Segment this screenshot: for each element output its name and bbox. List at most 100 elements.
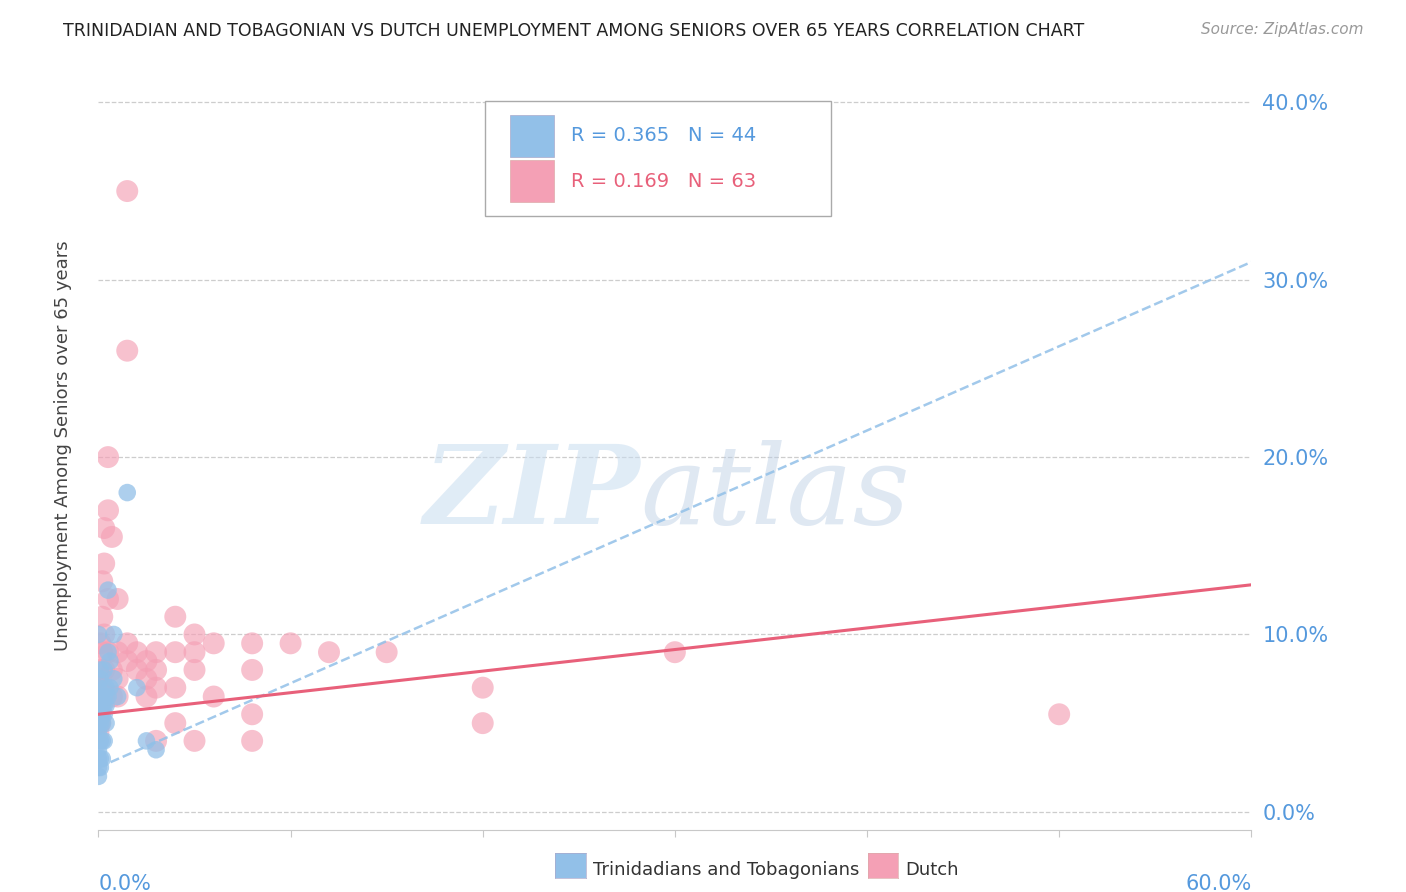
Point (97, 592, 120, 607)
FancyBboxPatch shape (485, 101, 831, 216)
Point (117, 636, 139, 650)
Point (165, 645, 187, 659)
Text: R = 0.169   N = 63: R = 0.169 N = 63 (571, 172, 756, 191)
Point (93, 734, 115, 748)
Point (93, 521, 115, 535)
Point (117, 184, 139, 198)
Point (165, 716, 187, 731)
Point (91, 609, 114, 624)
Text: R = 0.365   N = 44: R = 0.365 N = 44 (571, 126, 756, 145)
Point (135, 734, 157, 748)
Point (183, 663, 205, 677)
Point (91, 645, 114, 659)
Point (93, 627, 115, 641)
Point (93, 557, 115, 571)
Point (103, 672, 125, 686)
Point (145, 645, 167, 659)
Point (107, 672, 129, 686)
Point (145, 663, 167, 677)
Point (240, 636, 263, 650)
Point (145, 743, 167, 757)
Point (318, 645, 340, 659)
Point (87, 707, 110, 722)
Point (183, 734, 205, 748)
Point (94, 716, 117, 731)
Point (117, 654, 139, 668)
Point (97, 645, 120, 659)
Point (471, 716, 494, 731)
Point (91, 681, 114, 695)
Point (145, 734, 167, 748)
Text: Dutch: Dutch (905, 861, 959, 879)
Point (125, 645, 148, 659)
Point (471, 681, 494, 695)
Text: Trinidadians and Tobagonians: Trinidadians and Tobagonians (593, 861, 859, 879)
Point (87, 681, 110, 695)
Text: 0.0%: 0.0% (98, 874, 152, 892)
Point (97, 690, 120, 704)
Point (107, 645, 129, 659)
Point (94, 681, 117, 695)
Point (1047, 707, 1070, 722)
Point (107, 690, 129, 704)
Point (89, 716, 111, 731)
Point (87, 734, 110, 748)
FancyBboxPatch shape (510, 114, 554, 156)
Point (240, 663, 263, 677)
Text: 60.0%: 60.0% (1185, 874, 1251, 892)
Point (89, 734, 111, 748)
Text: atlas: atlas (640, 441, 910, 548)
Point (240, 734, 263, 748)
Point (125, 681, 148, 695)
Point (101, 663, 124, 677)
Point (93, 707, 115, 722)
Point (135, 672, 157, 686)
Point (93, 690, 115, 704)
Point (89, 690, 111, 704)
Point (89, 672, 111, 686)
Point (107, 592, 129, 607)
Point (93, 663, 115, 677)
Text: Source: ZipAtlas.com: Source: ZipAtlas.com (1201, 22, 1364, 37)
Point (91, 574, 114, 589)
Point (89, 716, 111, 731)
Point (135, 654, 157, 668)
Point (97, 503, 120, 517)
Point (89, 751, 111, 765)
Point (280, 636, 302, 650)
Point (103, 627, 125, 641)
Point (98, 681, 121, 695)
Point (165, 609, 187, 624)
Text: Unemployment Among Seniors over 65 years: Unemployment Among Seniors over 65 years (55, 241, 72, 651)
Point (107, 690, 129, 704)
Point (664, 645, 686, 659)
Point (97, 645, 120, 659)
Point (87, 716, 110, 731)
Point (93, 663, 115, 677)
Point (87, 698, 110, 713)
Point (87, 769, 110, 783)
Point (101, 690, 124, 704)
Point (87, 743, 110, 757)
Point (89, 636, 111, 650)
Point (375, 645, 398, 659)
Point (87, 725, 110, 739)
Point (91, 734, 114, 748)
Point (202, 690, 225, 704)
Point (87, 698, 110, 713)
Point (145, 681, 167, 695)
Point (91, 751, 114, 765)
Point (87, 627, 110, 641)
Point (87, 716, 110, 731)
Point (89, 760, 111, 774)
Point (87, 725, 110, 739)
Point (94, 698, 117, 713)
Point (89, 663, 111, 677)
Point (117, 343, 139, 358)
Point (87, 707, 110, 722)
Text: ZIP: ZIP (423, 441, 640, 548)
Point (89, 707, 111, 722)
Point (93, 690, 115, 704)
Point (202, 636, 225, 650)
Point (125, 663, 148, 677)
